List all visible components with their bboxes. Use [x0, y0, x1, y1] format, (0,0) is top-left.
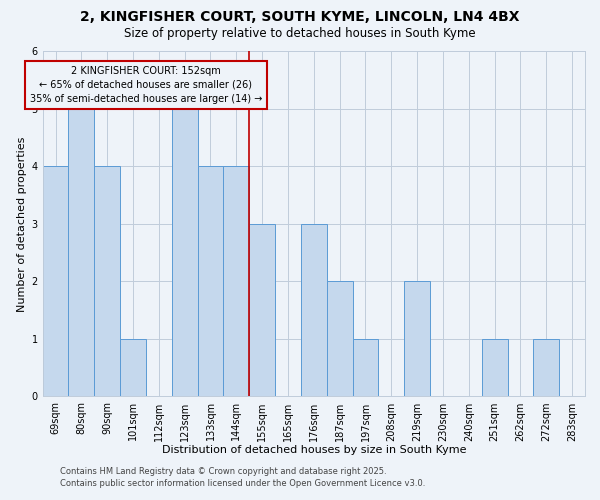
- Text: Size of property relative to detached houses in South Kyme: Size of property relative to detached ho…: [124, 28, 476, 40]
- Bar: [482, 339, 508, 396]
- Bar: [68, 109, 94, 397]
- Bar: [353, 339, 379, 396]
- X-axis label: Distribution of detached houses by size in South Kyme: Distribution of detached houses by size …: [161, 445, 466, 455]
- Bar: [327, 282, 353, 397]
- Bar: [94, 166, 120, 396]
- Bar: [197, 166, 223, 396]
- Bar: [120, 339, 146, 396]
- Y-axis label: Number of detached properties: Number of detached properties: [17, 136, 28, 312]
- Bar: [533, 339, 559, 396]
- Text: Contains HM Land Registry data © Crown copyright and database right 2025.
Contai: Contains HM Land Registry data © Crown c…: [60, 466, 425, 487]
- Text: 2, KINGFISHER COURT, SOUTH KYME, LINCOLN, LN4 4BX: 2, KINGFISHER COURT, SOUTH KYME, LINCOLN…: [80, 10, 520, 24]
- Bar: [301, 224, 327, 396]
- Bar: [404, 282, 430, 397]
- Bar: [249, 224, 275, 396]
- Bar: [43, 166, 68, 396]
- Bar: [223, 166, 249, 396]
- Text: 2 KINGFISHER COURT: 152sqm
← 65% of detached houses are smaller (26)
35% of semi: 2 KINGFISHER COURT: 152sqm ← 65% of deta…: [30, 66, 262, 104]
- Bar: [172, 109, 197, 397]
